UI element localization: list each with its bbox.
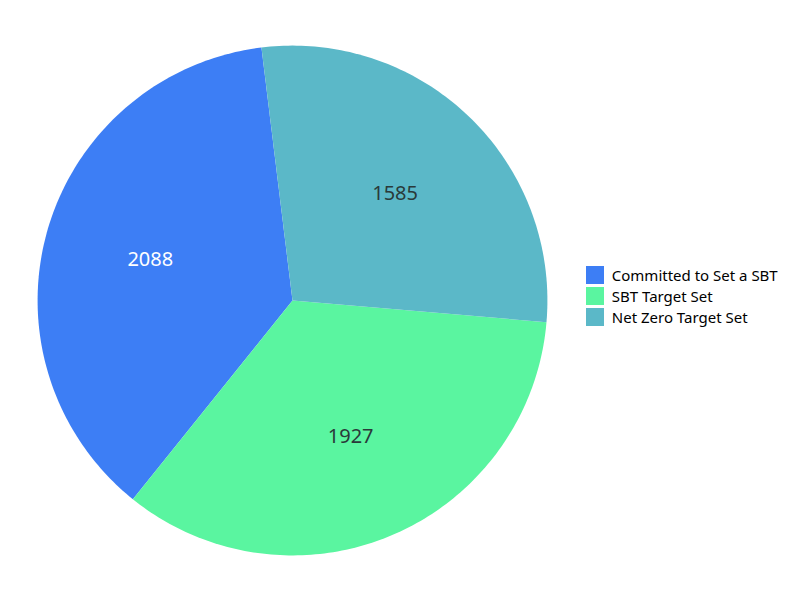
html-text:Net Zero Target Set: Net Zero Target Set: [611, 306, 748, 327]
html-text:SBT Target Set: SBT Target Set: [611, 285, 713, 306]
svg-text:1927: 1927: [328, 422, 374, 449]
svg-text:2088: 2088: [128, 245, 174, 272]
svg-text:1585: 1585: [372, 179, 418, 206]
html-text:Committed to Set a SBT: Committed to Set a SBT: [611, 264, 778, 285]
